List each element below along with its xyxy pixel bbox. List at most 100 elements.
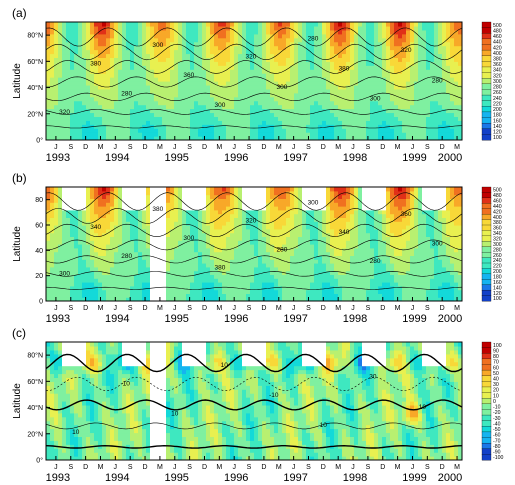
- colorbar-swatch: [481, 94, 492, 102]
- field-cell: [430, 132, 435, 137]
- field-cell: [318, 29, 323, 35]
- field-cell: [82, 217, 87, 222]
- field-cell: [122, 104, 127, 110]
- field-cell: [74, 104, 79, 110]
- field-cell: [182, 116, 187, 121]
- field-cell: [154, 120, 159, 125]
- field-cell: [134, 29, 139, 35]
- field-cell: [62, 77, 67, 82]
- field-cell: [218, 53, 223, 58]
- field-cell: [90, 209, 95, 215]
- field-cell: [86, 198, 91, 203]
- field-cell: [218, 29, 223, 35]
- field-cell: [206, 282, 211, 287]
- field-cell: [330, 65, 335, 70]
- field-cell: [154, 270, 159, 275]
- field-cell: [126, 270, 131, 275]
- field-cell: [246, 251, 251, 256]
- field-cell: [74, 49, 79, 55]
- field-cell: [178, 244, 183, 249]
- field-cell: [438, 37, 443, 43]
- field-cell: [302, 84, 307, 90]
- field-cell: [250, 278, 255, 283]
- field-cell: [90, 236, 95, 241]
- field-cell: [394, 132, 399, 137]
- field-cell: [254, 61, 259, 66]
- field-cell: [94, 263, 99, 268]
- field-cell: [142, 77, 147, 82]
- field-cell: [434, 49, 439, 55]
- field-cell: [170, 88, 175, 94]
- field-cell: [218, 112, 223, 117]
- field-cell: [142, 61, 147, 66]
- panel-a-frame: [45, 21, 463, 141]
- field-cell: [418, 41, 423, 47]
- field-cell: [262, 198, 267, 203]
- field-cell: [154, 259, 159, 264]
- field-cell: [294, 65, 299, 70]
- field-cell: [346, 136, 351, 140]
- field-cell: [434, 104, 439, 110]
- contour-label: 300: [214, 102, 225, 109]
- field-cell: [410, 49, 415, 55]
- field-cell: [102, 73, 107, 78]
- field-cell: [198, 100, 203, 106]
- field-cell: [66, 293, 71, 298]
- field-cell: [126, 92, 131, 98]
- field-cell: [362, 37, 367, 43]
- field-cell: [162, 53, 167, 58]
- field-cell: [90, 25, 95, 31]
- field-cell: [202, 65, 207, 70]
- field-cell: [262, 41, 267, 47]
- field-cell: [118, 96, 123, 102]
- field-cell: [70, 198, 75, 203]
- panel-a-ylabel: Latitude: [12, 63, 23, 99]
- field-cell: [62, 104, 67, 110]
- field-cell: [130, 289, 135, 294]
- field-cell: [74, 45, 79, 51]
- field-cell: [226, 116, 231, 121]
- field-cell: [342, 100, 347, 106]
- field-cell: [94, 49, 99, 55]
- field-cell: [266, 187, 271, 192]
- field-cell: [242, 128, 247, 133]
- field-cell: [94, 206, 99, 211]
- field-cell: [138, 108, 143, 114]
- field-cell: [250, 221, 255, 226]
- field-cell: [266, 108, 271, 114]
- field-cell: [266, 236, 271, 241]
- x-tick-label: J: [411, 144, 415, 151]
- field-cell: [170, 228, 175, 234]
- colorbar-tick-label: 460: [493, 34, 502, 40]
- field-cell: [198, 225, 203, 230]
- field-cell: [178, 217, 183, 222]
- field-cell: [190, 128, 195, 133]
- colorbar-tick-label: 200: [493, 107, 502, 113]
- field-cell: [74, 278, 79, 283]
- field-cell: [166, 73, 171, 78]
- field-cell: [258, 120, 263, 125]
- field-cell: [310, 120, 315, 125]
- field-cell: [414, 92, 419, 98]
- field-cell: [346, 49, 351, 55]
- field-cell: [234, 108, 239, 114]
- field-cell: [46, 225, 51, 230]
- field-cell: [210, 297, 215, 301]
- field-cell: [106, 53, 111, 58]
- field-cell: [78, 22, 83, 27]
- field-cell: [402, 81, 407, 86]
- field-cell: [430, 81, 435, 86]
- field-cell: [246, 29, 251, 35]
- field-cell: [226, 217, 231, 222]
- field-cell: [118, 132, 123, 137]
- field-cell: [170, 65, 175, 70]
- field-cell: [394, 53, 399, 58]
- field-cell: [258, 251, 263, 256]
- field-cell: [50, 278, 55, 283]
- field-cell: [186, 49, 191, 55]
- field-cell: [174, 213, 179, 218]
- field-cell: [98, 65, 103, 70]
- field-cell: [50, 22, 55, 27]
- field-cell: [58, 65, 63, 70]
- field-cell: [186, 270, 191, 275]
